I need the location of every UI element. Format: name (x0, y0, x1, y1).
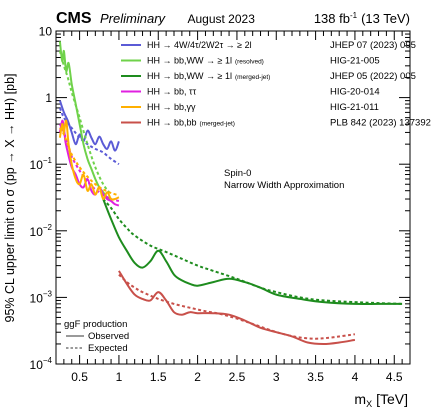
legend: HH → 4W/4τ/2W2τ → ≥ 2l JHEP 07 (2023) 095… (121, 40, 431, 129)
energy-label: (13 TeV) (361, 11, 410, 26)
x-tick-label: 2 (194, 370, 201, 384)
x-tick-label: 2.5 (229, 370, 246, 384)
x-tick-label: 3.5 (307, 370, 324, 384)
series-2-legend-label: HH → bb,WW → ≥ 1l (resolved) (147, 56, 264, 66)
y-tick-label: 1 (45, 91, 52, 105)
series-3-legend-label: HH → bb,WW → ≥ 1l (merged-jet) (147, 71, 270, 81)
x-axis-label-sub: X (366, 399, 372, 409)
series-2-legend-reference: HIG-21-005 (330, 56, 380, 67)
axis-ticks (56, 30, 411, 365)
date-label: August 2023 (187, 12, 255, 26)
x-tick-label: 3 (273, 370, 280, 384)
series-1-legend-reference: JHEP 07 (2023) 095 (330, 40, 416, 51)
series-6-legend-label: HH → bb,bb (merged-jet) (147, 118, 235, 128)
lumi-energy-label: 138 fb-1 (13 TeV) (314, 11, 410, 26)
cms-label: CMS Preliminary August 2023 (56, 10, 255, 27)
y-tick-labels: 10−4 10−3 10−2 10−1 1 10 (30, 25, 53, 373)
x-tick-label: 4.5 (386, 370, 403, 384)
series-6-observed-line (118, 270, 356, 346)
x-axis-label-unit: [TeV] (376, 391, 408, 407)
series-6-expected-line (118, 273, 356, 340)
observed-key-label: Observed (88, 331, 129, 342)
series-3-observed-line (102, 198, 403, 305)
y-tick-label: 10−2 (30, 223, 53, 239)
series-5-legend-label: HH → bb,γγ (147, 102, 196, 112)
x-tick-label: 0.5 (71, 370, 88, 384)
y-tick-label: 10−4 (30, 356, 53, 372)
series-5-expected-line (59, 127, 120, 197)
x-tick-label: 1 (116, 370, 123, 384)
nwa-annotation: Narrow Width Approximation (224, 180, 344, 191)
y-tick-label: 10 (39, 25, 53, 39)
lumi-unit-sup: -1 (350, 11, 358, 20)
y-tick-label: 10−1 (30, 156, 53, 172)
x-axis-label-main: m (354, 391, 366, 407)
x-tick-label: 4 (352, 370, 359, 384)
series-1-legend-label: HH → 4W/4τ/2W2τ → ≥ 2l (147, 40, 252, 50)
series-3-expected-line (102, 198, 403, 305)
series-4-legend-reference: HIG-20-014 (330, 87, 380, 98)
lumi-value: 138 fb (314, 11, 350, 26)
series-3-legend-reference: JHEP 05 (2022) 005 (330, 71, 416, 82)
series-5-legend-reference: HIG-21-011 (330, 102, 379, 113)
series-6-legend-reference: PLB 842 (2023) 137392 (330, 118, 431, 129)
y-tick-label: 10−3 (30, 289, 53, 305)
expected-key-label: Expected (88, 343, 128, 354)
x-axis-label: mX [TeV] (354, 391, 408, 409)
spin-annotation: Spin-0 (224, 168, 251, 179)
series-4-legend-label: HH → bb, ττ (147, 87, 197, 97)
y-axis-label: 95% CL upper limit on σ (pp → X → HH) [p… (3, 73, 17, 322)
status-label: Preliminary (100, 11, 167, 26)
x-tick-labels: 0.5 1 1.5 2 2.5 3 3.5 4 4.5 (71, 370, 403, 384)
series-1-expected-line (58, 107, 120, 166)
series-5-observed-line (58, 119, 120, 201)
production-label: ggF production (64, 319, 127, 330)
series-1-observed-line (58, 100, 120, 152)
limit-curves (58, 41, 403, 346)
plot-frame (55, 30, 411, 365)
x-tick-label: 1.5 (150, 370, 167, 384)
experiment-name: CMS (56, 10, 92, 27)
